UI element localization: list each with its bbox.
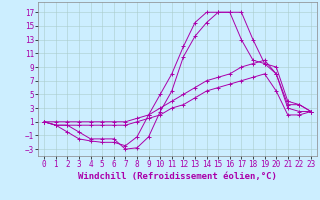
X-axis label: Windchill (Refroidissement éolien,°C): Windchill (Refroidissement éolien,°C) xyxy=(78,172,277,181)
